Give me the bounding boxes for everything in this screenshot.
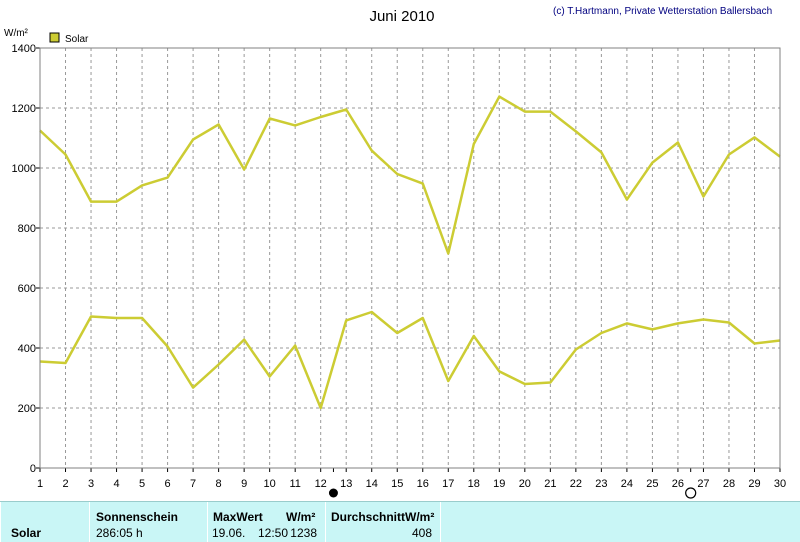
x-tick-label: 30 <box>774 478 786 490</box>
x-tick-label: 13 <box>340 478 352 490</box>
max-date: 19.06. <box>212 526 246 540</box>
x-tick-label: 2 <box>62 478 68 490</box>
x-tick-label: 20 <box>519 478 531 490</box>
y-tick-label: 200 <box>18 403 36 415</box>
series-lines <box>39 95 781 410</box>
x-tick-label: 15 <box>391 478 403 490</box>
x-axis-ticks: 1 2 3 4 5 6 7 8 9 10 11 12 13 14 15 16 17 18 19 20 21 22 23 24 2… <box>37 468 786 490</box>
x-tick-label: 1 <box>37 478 43 490</box>
sunshine-value: 286:05 h <box>96 526 143 540</box>
y-tick-label: 0 <box>30 463 36 475</box>
x-tick-label: 12 <box>315 478 327 490</box>
grid-lines <box>40 48 780 468</box>
x-tick-label: 24 <box>621 478 633 490</box>
x-tick-label: 4 <box>113 478 119 490</box>
series-line-solar-max <box>39 95 781 255</box>
x-tick-label: 27 <box>697 478 709 490</box>
x-tick-label: 29 <box>748 478 760 490</box>
new-moon-icon <box>685 487 697 499</box>
y-axis-unit: W/m² <box>4 28 29 39</box>
sunshine-header: Sonnenschein <box>96 510 179 524</box>
y-tick-label: 800 <box>18 223 36 235</box>
y-axis-ticks: 0 200 400 600 800 1000 1200 1400 <box>12 43 40 475</box>
stats-max-cell: MaxWert W/m² 19.06. 12:50 1238 <box>207 502 325 542</box>
x-tick-label: 18 <box>468 478 480 490</box>
x-tick-label: 17 <box>442 478 454 490</box>
stats-row-label-cell: Solar <box>0 502 89 542</box>
max-unit: W/m² <box>286 510 316 524</box>
y-tick-label: 1000 <box>12 163 36 175</box>
max-value: 1238 <box>290 526 317 540</box>
stats-sunshine-cell: Sonnenschein 286:05 h <box>89 502 207 542</box>
chart-title: Juni 2010 <box>369 8 434 25</box>
legend-swatch <box>49 32 60 43</box>
x-tick-label: 22 <box>570 478 582 490</box>
x-tick-label: 19 <box>493 478 505 490</box>
x-tick-label: 14 <box>366 478 378 490</box>
moon-markers <box>328 468 697 499</box>
chart-credit: (c) T.Hartmann, Private Wetterstation Ba… <box>553 6 772 17</box>
plot-frame <box>39 47 781 469</box>
x-tick-label: 8 <box>216 478 222 490</box>
x-tick-label: 7 <box>190 478 196 490</box>
x-tick-label: 5 <box>139 478 145 490</box>
legend: Solar <box>49 32 89 45</box>
y-tick-label: 400 <box>18 343 36 355</box>
y-tick-label: 600 <box>18 283 36 295</box>
stats-panel: Solar Sonnenschein 286:05 h MaxWert W/m²… <box>0 501 800 542</box>
solar-chart: Juni 2010 (c) T.Hartmann, Private Wetter… <box>4 6 786 499</box>
x-tick-label: 16 <box>417 478 429 490</box>
x-tick-label: 11 <box>289 478 300 490</box>
x-tick-label: 28 <box>723 478 735 490</box>
max-time: 12:50 <box>258 526 289 540</box>
full-moon-icon <box>328 488 338 498</box>
x-tick-label: 9 <box>241 478 247 490</box>
x-tick-label: 3 <box>88 478 94 490</box>
x-tick-label: 23 <box>595 478 607 490</box>
x-tick-label: 26 <box>672 478 684 490</box>
stats-row-label: Solar <box>11 526 42 540</box>
stats-average-cell: DurchschnittW/m² 408 <box>325 502 441 542</box>
x-tick-label: 6 <box>165 478 171 490</box>
average-header: DurchschnittW/m² <box>331 510 435 524</box>
y-tick-label: 1400 <box>12 43 36 55</box>
x-tick-label: 21 <box>544 478 556 490</box>
y-tick-label: 1200 <box>12 103 36 115</box>
x-tick-label: 25 <box>646 478 658 490</box>
legend-label-solar: Solar <box>65 34 89 45</box>
max-header: MaxWert <box>213 510 263 524</box>
average-value: 408 <box>411 526 432 540</box>
series-line-solar-mean <box>39 310 781 410</box>
x-tick-label: 10 <box>264 478 276 490</box>
